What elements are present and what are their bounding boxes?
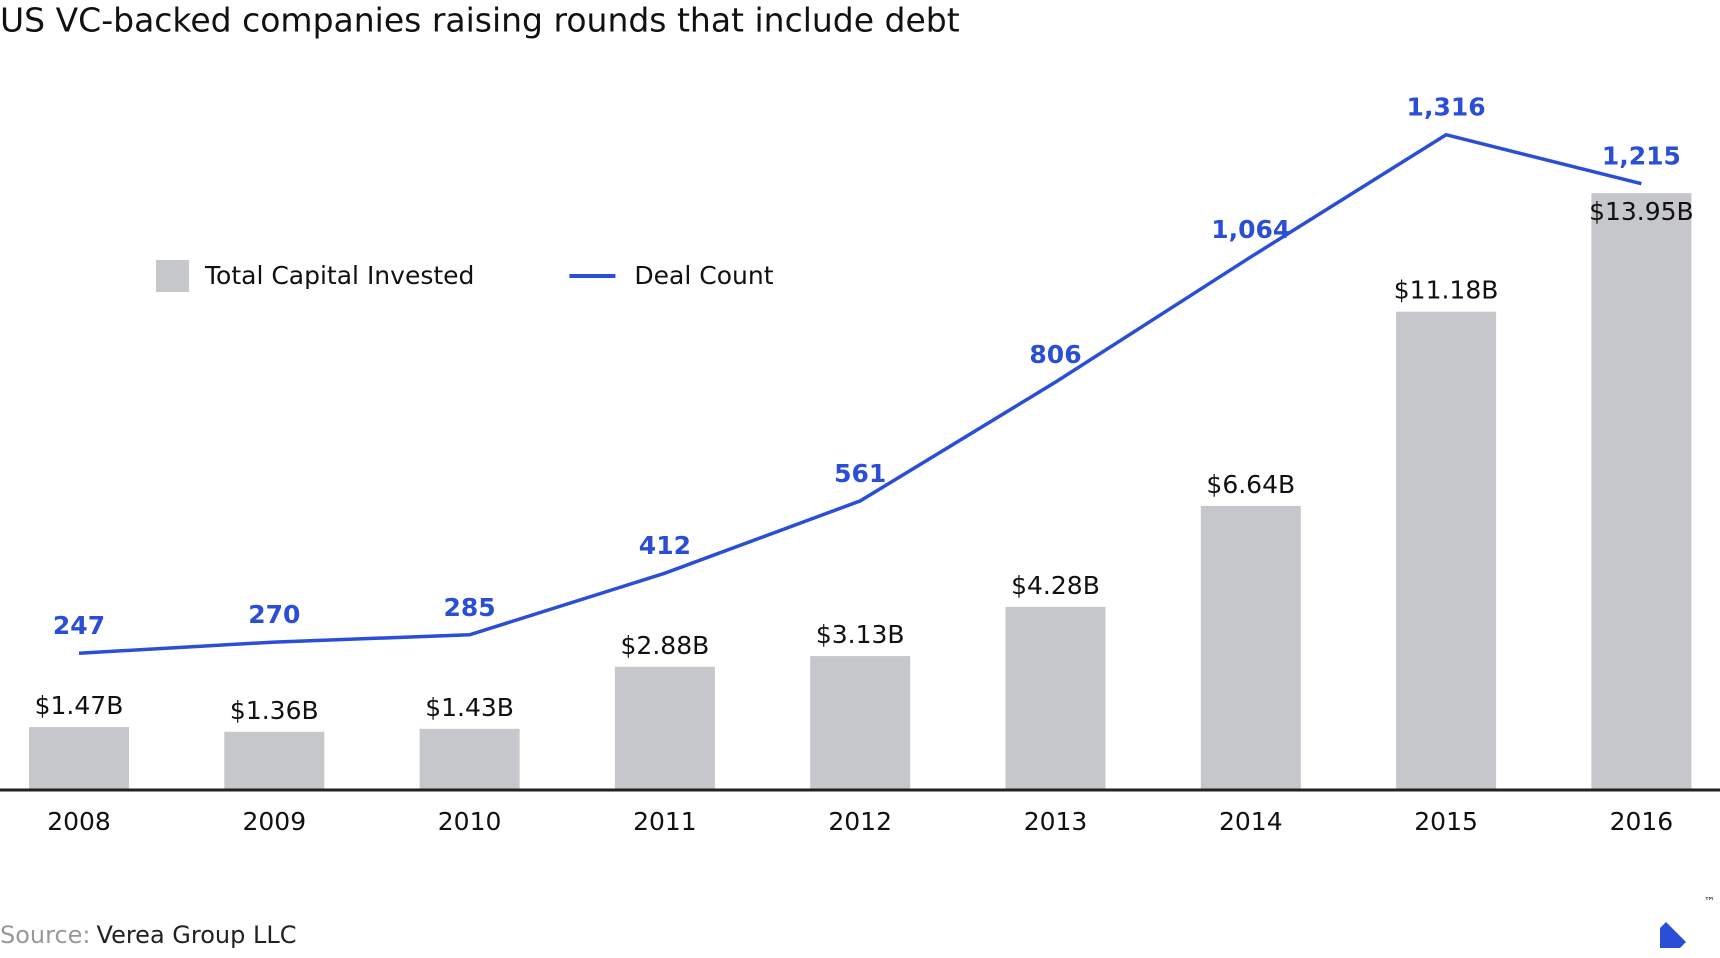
bar (224, 731, 325, 790)
line-value-label: 247 (53, 611, 105, 640)
x-tick-label: 2010 (438, 807, 502, 836)
bar-value-label: $3.13B (816, 620, 905, 649)
x-tick-label: 2008 (47, 807, 111, 836)
legend-label: Deal Count (634, 261, 773, 290)
x-tick-label: 2016 (1610, 807, 1674, 836)
line-value-label: 806 (1029, 340, 1081, 369)
bar-value-label: $11.18B (1394, 276, 1499, 305)
x-tick-label: 2013 (1024, 807, 1088, 836)
bar (419, 728, 520, 790)
x-tick-label: 2014 (1219, 807, 1283, 836)
line-value-label: 1,064 (1211, 215, 1290, 244)
line (78, 132, 1642, 655)
legend-swatch (156, 260, 189, 292)
bar-value-label: $4.28B (1011, 571, 1100, 600)
bar (1200, 505, 1301, 790)
line-value-label: 1,316 (1407, 93, 1486, 122)
bar (1396, 311, 1497, 790)
chart-title: US VC-backed companies raising rounds th… (0, 1, 960, 40)
line-value-label: 1,215 (1602, 142, 1681, 171)
x-tick-label: 2009 (242, 807, 306, 836)
bar-value-label: $1.36B (230, 696, 319, 725)
bar-value-label: $6.64B (1206, 470, 1295, 499)
x-tick-label: 2015 (1414, 807, 1478, 836)
bar-value-label: $2.88B (621, 631, 710, 660)
bar (1005, 606, 1106, 790)
line-value-label: 561 (834, 459, 886, 488)
bar-value-label: $1.47B (35, 691, 124, 720)
logo-mark: ™ (1704, 895, 1715, 908)
x-tick-label: 2012 (828, 807, 892, 836)
source-label: Source: (0, 921, 91, 949)
bar (29, 727, 129, 790)
x-tick-label: 2011 (633, 807, 697, 836)
line-value-label: 285 (444, 593, 496, 622)
bar (810, 656, 911, 790)
source: Verea Group LLC (97, 921, 297, 949)
line-value-label: 412 (639, 531, 691, 560)
bar-value-label: $13.95B (1589, 197, 1694, 226)
line-value-label: 270 (248, 600, 300, 629)
logo (1660, 894, 1700, 948)
legend-label: Total Capital Invested (204, 261, 474, 290)
bar (614, 666, 715, 790)
bar (1591, 193, 1692, 790)
bar-value-label: $1.43B (425, 693, 514, 722)
